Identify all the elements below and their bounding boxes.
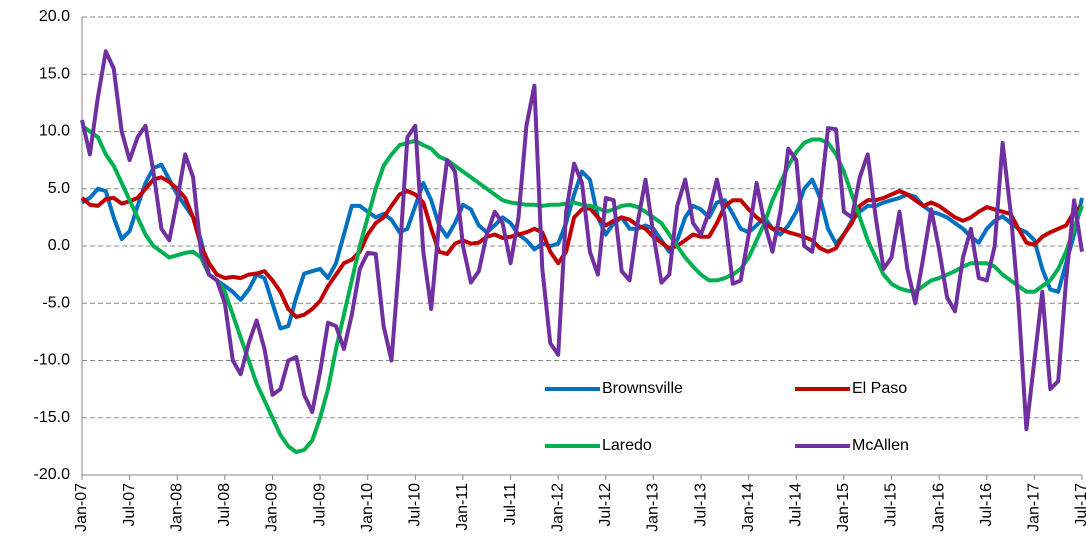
- x-tick-label: Jul-17: [1073, 483, 1086, 527]
- x-tick-label: Jan-17: [1026, 483, 1043, 532]
- x-tick-label: Jul-07: [121, 483, 138, 527]
- x-tick-label: Jul-11: [502, 483, 519, 525]
- x-tick-label: Jul-09: [311, 483, 328, 527]
- y-tick-label: -5.0: [42, 294, 70, 311]
- series-line: [80, 162, 1084, 331]
- x-tick-label: Jan-08: [168, 483, 185, 532]
- y-tick-label: 15.0: [39, 65, 70, 82]
- x-tick-label: Jan-09: [264, 483, 281, 532]
- x-tick-label: Jan-14: [740, 483, 757, 532]
- y-tick-label: -20.0: [34, 466, 71, 483]
- y-tick-label: -10.0: [34, 352, 71, 369]
- legend-label: McAllen: [852, 437, 909, 454]
- y-tick-label: 5.0: [48, 180, 70, 197]
- series-line: [80, 175, 1084, 319]
- legend-label: El Paso: [852, 380, 907, 397]
- x-tick-label: Jan-07: [73, 483, 90, 532]
- x-tick-label: Jul-08: [216, 483, 233, 527]
- x-tick-label: Jan-13: [645, 483, 662, 532]
- x-tick-label: Jan-10: [359, 483, 376, 532]
- x-tick-label: Jan-12: [549, 483, 566, 532]
- x-tick-label: Jul-16: [978, 483, 995, 527]
- y-tick-label: 10.0: [39, 123, 70, 140]
- x-tick-label: Jul-10: [407, 483, 424, 527]
- x-tick-label: Jul-15: [883, 483, 900, 527]
- legend-label: Laredo: [602, 437, 652, 454]
- y-tick-label: 20.0: [39, 8, 70, 25]
- x-tick-label: Jan-15: [835, 483, 852, 532]
- x-tick-label: Jul-12: [597, 483, 614, 527]
- legend-label: Brownsville: [602, 380, 683, 397]
- x-tick-label: Jul-14: [788, 483, 805, 527]
- x-tick-label: Jan-11: [454, 483, 471, 531]
- x-tick-label: Jul-13: [692, 483, 709, 527]
- series-line: [80, 49, 1084, 432]
- y-tick-label: 0.0: [48, 237, 70, 254]
- y-tick-label: -15.0: [34, 409, 71, 426]
- x-tick-label: Jan-16: [930, 483, 947, 532]
